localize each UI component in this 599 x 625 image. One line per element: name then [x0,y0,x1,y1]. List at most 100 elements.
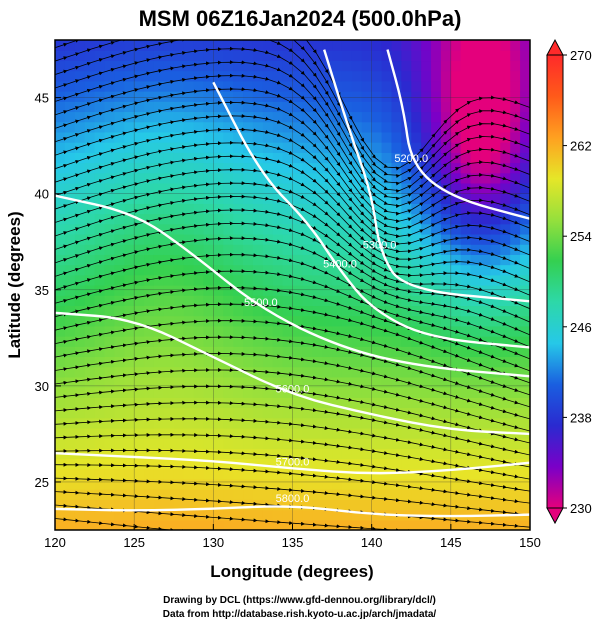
heatmap-cell [470,162,482,174]
heatmap-cell [431,193,442,204]
heatmap-cell [401,70,412,82]
heatmap-cell [144,438,155,449]
heatmap-cell [55,346,66,358]
heatmap-cell [332,203,343,215]
heatmap-cell [94,223,106,235]
y-tick-label: 30 [35,379,49,394]
heatmap-cell [183,356,195,368]
heatmap-cell [520,417,530,429]
heatmap-cell [440,325,452,337]
heatmap-cell [401,91,412,102]
heatmap-cell [351,448,363,460]
heatmap-cell [134,182,145,194]
heatmap-cell [104,387,115,398]
heatmap-cell [183,438,195,449]
heatmap-cell [322,509,333,521]
heatmap-cell [292,295,303,307]
heatmap-cell [203,172,214,184]
heatmap-cell [322,40,333,51]
heatmap-cell [74,397,86,409]
heatmap-cell [480,142,492,153]
heatmap-cell [94,468,106,480]
heatmap-cell [163,478,175,490]
heatmap-cell [55,40,66,51]
heatmap-cell [351,489,363,500]
heatmap-cell [361,478,373,490]
heatmap-cell [55,366,66,378]
heatmap-cell [351,40,363,51]
heatmap-cell [361,70,373,82]
heatmap-cell [233,407,244,419]
heatmap-cell [520,346,530,358]
heatmap-cell [74,60,86,72]
heatmap-cell [114,60,125,72]
heatmap-cell [431,448,442,460]
heatmap-cell [401,40,412,51]
heatmap-cell [322,427,333,439]
heatmap-cell [252,417,264,429]
heatmap-cell [55,305,66,317]
heatmap-cell [421,142,432,153]
heatmap-cell [480,60,492,72]
heatmap-cell [55,336,66,347]
heatmap-cell [153,387,165,398]
heatmap-cell [500,193,511,204]
heatmap-cell [104,193,115,204]
heatmap-cell [213,182,224,194]
heatmap-cell [282,295,294,307]
heatmap-cell [480,111,492,123]
heatmap-cell [94,162,106,174]
heatmap-cell [55,285,66,296]
heatmap-cell [64,80,76,92]
heatmap-cell [292,152,303,164]
heatmap-cell [361,101,373,113]
heatmap-cell [183,111,195,123]
heatmap-cell [213,336,224,347]
heatmap-cell [55,50,66,62]
heatmap-cell [440,80,452,92]
heatmap-cell [272,356,284,368]
heatmap-cell [144,264,155,276]
heatmap-cell [243,213,254,225]
heatmap-cell [64,101,76,113]
heatmap-cell [183,172,195,184]
heatmap-cell [302,519,313,530]
heatmap-cell [94,305,106,317]
heatmap-cell [322,285,333,296]
heatmap-cell [55,244,66,255]
heatmap-cell [361,427,373,439]
heatmap-cell [490,111,501,123]
heatmap-cell [223,223,234,235]
heatmap-cell [282,244,294,255]
heatmap-cell [421,438,432,449]
heatmap-cell [252,223,264,235]
heatmap-cell [213,223,224,235]
heatmap-cell [431,70,442,82]
heatmap-cell [332,366,343,378]
heatmap-cell [104,111,115,123]
heatmap-cell [282,264,294,276]
heatmap-cell [193,60,205,72]
heatmap-cell [460,203,472,215]
heatmap-cell [252,427,264,439]
heatmap-cell [64,489,76,500]
heatmap-cell [64,254,76,266]
heatmap-cell [193,233,205,245]
heatmap-cell [134,50,145,62]
heatmap-cell [490,499,501,511]
heatmap-cell [450,172,462,184]
heatmap-cell [144,407,155,419]
heatmap-cell [94,478,106,490]
heatmap-cell [312,40,323,51]
heatmap-cell [243,397,254,409]
heatmap-cell [243,203,254,215]
heatmap-cell [213,121,224,133]
heatmap-cell [272,366,284,378]
heatmap-cell [302,346,313,358]
heatmap-cell [460,468,472,480]
heatmap-cell [104,305,115,317]
heatmap-cell [203,203,214,215]
heatmap-cell [332,213,343,225]
heatmap-cell [124,397,135,409]
heatmap-cell [322,478,333,490]
